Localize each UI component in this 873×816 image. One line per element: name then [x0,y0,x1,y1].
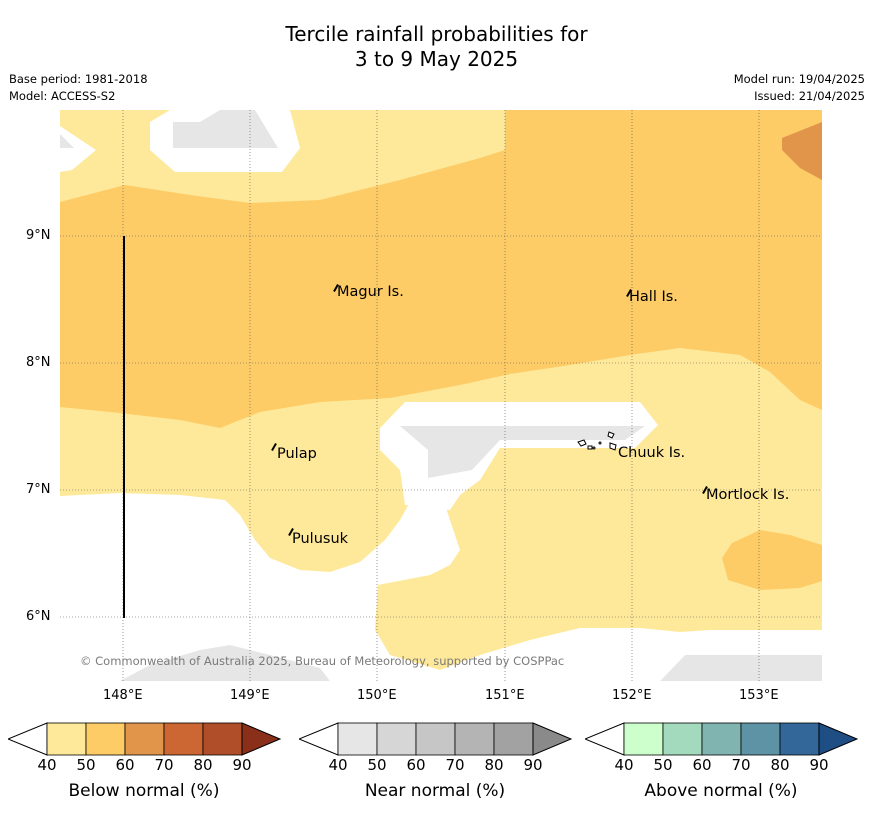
lat-label-9n: 9°N [26,228,51,243]
above-tick-80: 80 [770,756,790,774]
colorbar-below [8,722,282,756]
below-tick-40: 40 [37,756,57,774]
above-swatch-0 [623,722,664,756]
place-pulap: Pulap [277,446,317,462]
meta-left: Base period: 1981-2018 Model: ACCESS-S2 [9,71,148,105]
near-tick-90: 90 [523,756,543,774]
above-swatch-1 [662,722,703,756]
meta-right: Model run: 19/04/2025 Issued: 21/04/2025 [734,71,865,105]
issued-date: Issued: 21/04/2025 [754,89,865,103]
near-tick-70: 70 [445,756,465,774]
above-tick-90: 90 [809,756,829,774]
lat-label-6n: 6°N [26,609,51,624]
chart-title: Tercile rainfall probabilities for 3 to … [0,22,873,72]
zone-white-sw [60,493,822,681]
lon-label-148e: 148°E [103,688,143,703]
copyright-notice: © Commonwealth of Australia 2025, Bureau… [80,654,565,668]
above-tick-50: 50 [653,756,673,774]
above-swatch-3 [740,722,781,756]
zone-near-se [660,655,822,681]
chuuk-islands [577,431,617,451]
above-swatch-2 [701,722,742,756]
zone-near-north [173,110,278,148]
above-title: Above normal (%) [644,781,798,801]
below-tick-70: 70 [154,756,174,774]
lon-label-149e: 149°E [230,688,270,703]
above-swatch-4 [779,722,820,756]
above-swatch-5 [818,722,859,756]
lat-label-7n: 7°N [26,482,51,497]
zone-white-nw [60,126,96,172]
zone-below-50-se [722,530,822,590]
zone-white-se-rim [640,640,822,681]
place-hall: Hall Is. [629,289,678,305]
near-swatch-3 [454,722,495,756]
near-tick-60: 60 [406,756,426,774]
title-line-2: 3 to 9 May 2025 [354,47,519,71]
below-tick-90: 90 [232,756,252,774]
probability-map [60,110,822,681]
lon-label-152e: 152°E [612,688,652,703]
near-swatch-1 [376,722,417,756]
lon-label-151e: 151°E [485,688,525,703]
near-swatch-0 [337,722,378,756]
near-title: Near normal (%) [364,781,506,801]
near-swatch-5 [532,722,573,756]
zone-near-nw [60,134,74,148]
below-tick-80: 80 [193,756,213,774]
above-tick-70: 70 [731,756,751,774]
below-swatch-1 [85,722,126,756]
colorbar-near [299,722,573,756]
zone-near-central [400,426,645,478]
place-mortlock: Mortlock Is. [706,487,790,503]
near-swatch-4 [493,722,534,756]
zone-below-60-ne [782,122,822,180]
above-tick-60: 60 [692,756,712,774]
map-canvas [60,110,822,681]
zone-near-sw [120,645,330,681]
lon-label-150e: 150°E [357,688,397,703]
title-line-1: Tercile rainfall probabilities for [285,22,588,46]
model-run: Model run: 19/04/2025 [733,72,865,86]
below-tick-60: 60 [115,756,135,774]
below-swatch-0 [46,722,87,756]
place-pulusuk: Pulusuk [292,531,349,547]
near-tick-50: 50 [367,756,387,774]
lon-label-153e: 153°E [739,688,779,703]
above-tick-40: 40 [614,756,634,774]
place-chuuk: Chuuk Is. [618,445,686,461]
below-swatch-5 [241,722,282,756]
place-magur: Magur Is. [337,284,404,300]
below-swatch-3 [163,722,204,756]
below-title: Below normal (%) [68,781,220,801]
colorbar-above [585,722,859,756]
lat-label-8n: 8°N [26,355,51,370]
below-tick-50: 50 [76,756,96,774]
model-name: Model: ACCESS-S2 [9,89,116,103]
near-tick-80: 80 [484,756,504,774]
near-tick-40: 40 [328,756,348,774]
base-period: Base period: 1981-2018 [9,72,148,86]
below-swatch-2 [124,722,165,756]
near-swatch-2 [415,722,456,756]
below-swatch-4 [202,722,243,756]
